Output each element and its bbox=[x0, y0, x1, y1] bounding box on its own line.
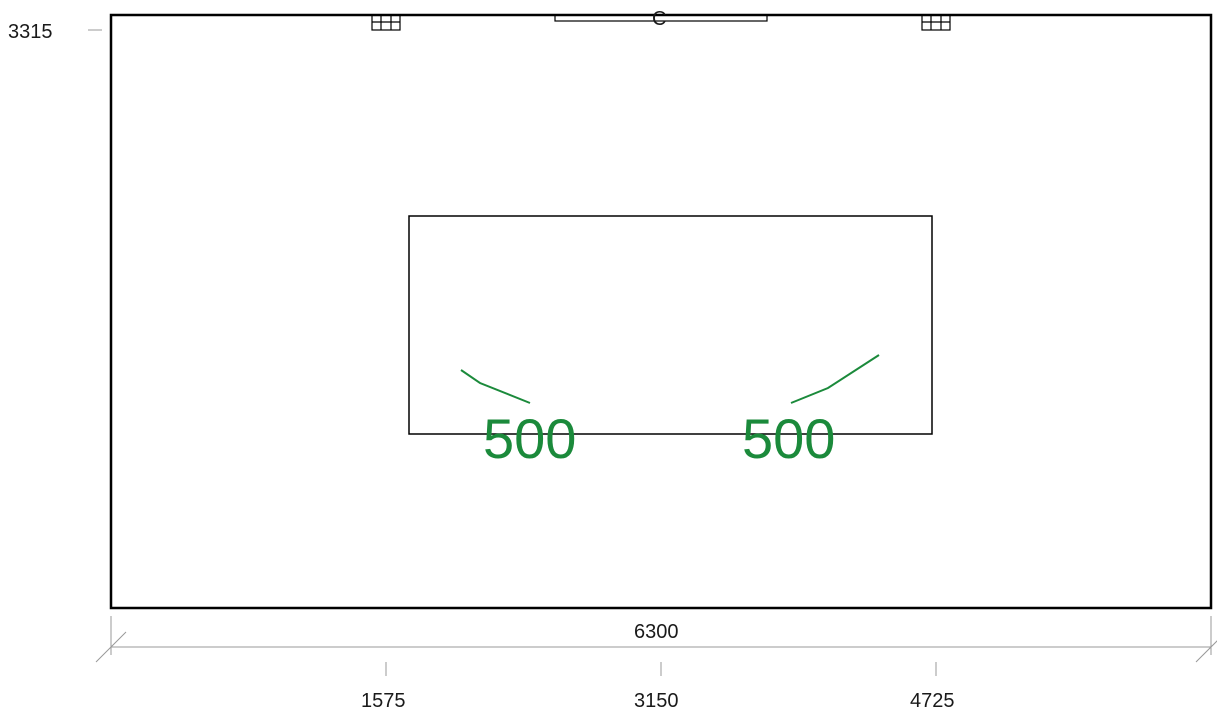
axis-label-3150: 3150 bbox=[634, 690, 679, 712]
height-dimension-label: 3315 bbox=[8, 21, 53, 43]
zone-value-right: 500 bbox=[742, 407, 835, 470]
zone-value-left: 500 bbox=[483, 407, 576, 470]
zone-curve-left bbox=[460, 369, 531, 404]
zone-curve-right bbox=[790, 354, 880, 404]
room-outline bbox=[109, 13, 1213, 610]
overall-dimension bbox=[95, 616, 1217, 663]
door-letter: C bbox=[652, 8, 666, 30]
axis-label-1575: 1575 bbox=[361, 690, 406, 712]
axis-label-4725: 4725 bbox=[910, 690, 955, 712]
inner-zone bbox=[408, 215, 933, 435]
fixture-left bbox=[371, 14, 401, 31]
overall-width-label: 6300 bbox=[634, 621, 679, 643]
door-opening bbox=[554, 14, 768, 22]
fixture-right bbox=[921, 14, 951, 31]
